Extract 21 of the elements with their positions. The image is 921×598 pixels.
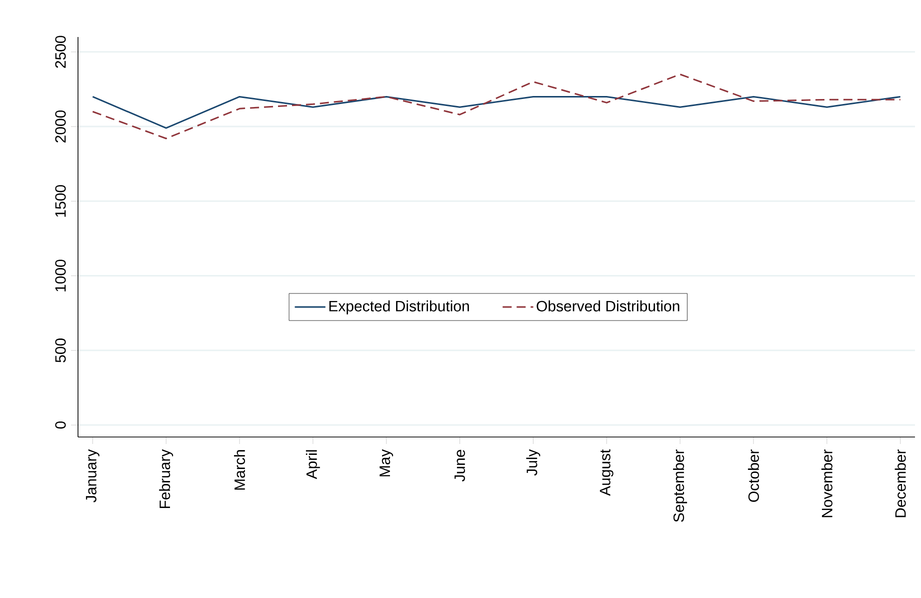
x-tick-label: August — [600, 449, 614, 496]
y-tick-label: 2500 — [55, 36, 66, 68]
y-tick-label: 0 — [55, 421, 66, 429]
x-tick-label: January — [86, 449, 100, 502]
y-tick-label: 500 — [55, 338, 66, 362]
legend-label: Expected Distribution — [329, 300, 469, 314]
x-tick-label: December — [894, 449, 906, 518]
x-tick-label: May — [380, 449, 394, 476]
x-tick-label: March — [234, 450, 246, 490]
y-tick-label: 1500 — [55, 185, 66, 217]
x-tick-label: April — [306, 450, 320, 480]
y-tick-label: 2000 — [55, 110, 66, 142]
x-tick-label: November — [821, 449, 832, 518]
y-tick-label: 1000 — [55, 260, 66, 292]
x-tick-label: July — [526, 449, 540, 476]
x-tick-label: June — [454, 450, 466, 482]
x-tick-label: February — [159, 449, 174, 508]
x-tick-label: September — [673, 449, 688, 522]
line-series — [92, 74, 902, 140]
legend-label: Observed Distribution — [536, 300, 680, 312]
x-tick-label: October — [748, 449, 759, 502]
